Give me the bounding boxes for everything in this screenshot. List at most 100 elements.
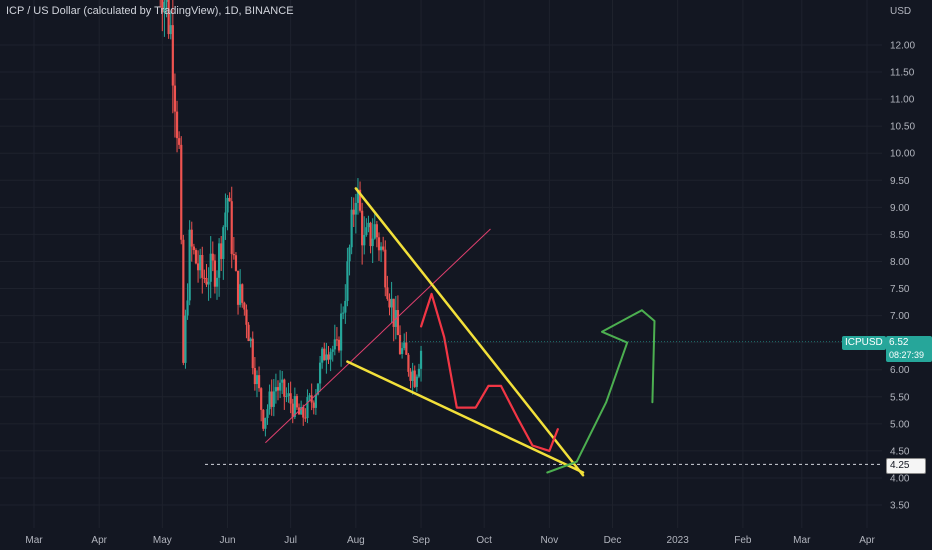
- candle-body: [363, 234, 366, 246]
- candle-body: [350, 209, 353, 248]
- candle-body: [369, 222, 372, 247]
- candle-body: [274, 387, 278, 392]
- time-tick-label: Apr: [859, 535, 875, 546]
- candle-body: [161, 0, 164, 13]
- candle-body: [165, 0, 168, 2]
- candle-body: [203, 277, 206, 279]
- candle-body: [209, 253, 212, 282]
- candle-body: [222, 227, 225, 259]
- candle-body: [337, 339, 341, 351]
- candle-body: [377, 237, 381, 251]
- time-tick-label: Mar: [793, 535, 811, 546]
- candle-body: [234, 255, 238, 271]
- candle-body: [270, 391, 273, 407]
- price-tick-label: 12.00: [890, 41, 915, 52]
- candle-body: [327, 354, 330, 360]
- candle-body: [371, 238, 374, 247]
- yellow-upper-line: [354, 187, 585, 477]
- candle-body: [354, 202, 357, 215]
- candle-body: [407, 354, 410, 372]
- candle-body: [287, 393, 290, 397]
- candle-body: [268, 391, 271, 410]
- candle-body: [194, 250, 198, 264]
- price-axis[interactable]: 3.504.004.505.005.506.006.507.007.508.00…: [890, 41, 915, 512]
- level-price-tag: 4.25: [886, 458, 926, 474]
- green-projection-path: [546, 309, 656, 474]
- candle-body: [226, 197, 229, 213]
- candle-body: [272, 391, 275, 407]
- candle-body: [289, 393, 292, 404]
- price-tick-label: 6.00: [890, 365, 910, 376]
- candle-body: [312, 402, 315, 408]
- candle-body: [211, 253, 214, 261]
- candle-body: [295, 396, 299, 408]
- symbol-tag: ICPUSD: [842, 336, 886, 350]
- candle-body: [220, 243, 223, 259]
- candle-body: [249, 338, 252, 342]
- candle-body: [379, 246, 383, 251]
- candle-body: [352, 209, 355, 215]
- time-tick-label: Jul: [284, 535, 297, 546]
- candle-body: [396, 310, 400, 335]
- time-axis[interactable]: Mar Apr May Jun Jul Aug Sep Oct Nov Dec 2023 Feb Mar…: [25, 535, 875, 546]
- candle-body: [285, 396, 288, 398]
- candle-body: [182, 239, 185, 363]
- candle-body: [316, 383, 320, 395]
- candle-body: [382, 246, 385, 250]
- candle-body: [398, 334, 402, 354]
- price-tick-label: 7.00: [890, 311, 910, 322]
- candle-body: [241, 284, 244, 303]
- candle-body: [184, 315, 187, 363]
- candle-body: [344, 300, 347, 313]
- candle-body: [283, 379, 286, 397]
- time-tick-label: Jun: [219, 535, 235, 546]
- candle-body: [218, 243, 221, 278]
- candle-body: [340, 313, 343, 351]
- candle-body: [230, 201, 233, 254]
- candle-body: [325, 354, 328, 361]
- candle-body: [188, 229, 191, 301]
- candle-body: [251, 338, 254, 369]
- candle-body: [264, 417, 267, 429]
- candle-body: [342, 312, 345, 314]
- chart-title: ICP / US Dollar (calculated by TradingVi…: [6, 5, 294, 17]
- candle-body: [245, 309, 248, 325]
- last-price-tag: 6.52 08:27:39: [886, 336, 932, 362]
- time-tick-label: Dec: [604, 535, 622, 546]
- time-tick-label: Aug: [347, 535, 365, 546]
- price-tick-label: 3.50: [890, 501, 910, 512]
- candle-body: [375, 224, 378, 238]
- time-tick-label: Mar: [25, 535, 43, 546]
- candle-body: [171, 25, 174, 86]
- candle-body: [224, 212, 227, 228]
- candle-body: [266, 409, 269, 418]
- candle-body: [417, 368, 421, 377]
- candle-body: [409, 371, 412, 381]
- candle-body: [333, 339, 336, 350]
- candle-body: [281, 379, 284, 383]
- candle-body: [411, 370, 414, 381]
- candle-body: [291, 403, 294, 418]
- candle-body: [358, 189, 362, 211]
- candle-body: [405, 342, 408, 355]
- candle-body: [207, 281, 210, 285]
- price-tick-label: 9.50: [890, 176, 910, 187]
- candle-body: [167, 0, 170, 35]
- time-tick-label: Apr: [91, 535, 107, 546]
- price-tick-label: 11.50: [890, 68, 915, 79]
- grid-lines: [0, 0, 882, 528]
- candle-body: [323, 348, 326, 361]
- candle-body: [413, 370, 416, 387]
- candle-body: [321, 348, 324, 363]
- candle-body: [213, 260, 217, 287]
- price-tick-label: 5.00: [890, 419, 910, 430]
- candle-body: [199, 255, 202, 271]
- candle-body: [239, 284, 242, 305]
- time-tick-label: Nov: [540, 535, 558, 546]
- candle-body: [390, 298, 393, 308]
- candle-body: [335, 339, 339, 341]
- candle-body: [253, 368, 256, 385]
- candle-body: [260, 388, 263, 410]
- candle-body: [196, 263, 200, 271]
